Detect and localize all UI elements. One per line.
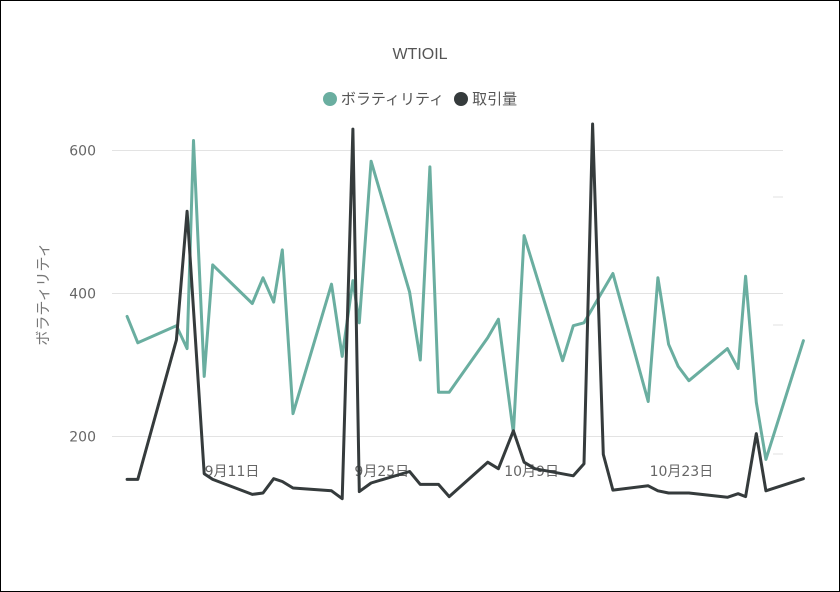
legend-label-volatility: ボラティリティ: [340, 90, 445, 108]
x-tick-label: 10月9日: [504, 464, 559, 480]
chart-title: WTIOIL: [392, 46, 448, 63]
x-tick-label: 9月25日: [354, 464, 409, 480]
legend-dot-volume: [454, 91, 469, 106]
legend-item-volume[interactable]: 取引量: [454, 88, 517, 109]
y-tick-label: 400: [69, 287, 96, 303]
legend-dot-volatility: [322, 91, 337, 106]
y-axis-label: ボラティリティ: [34, 242, 52, 345]
y-tick-label: 600: [69, 144, 96, 160]
series-line-volume: [125, 122, 805, 501]
series-line-volatility: [125, 139, 805, 461]
x-tick-label: 9月11日: [205, 464, 260, 480]
legend-item-volatility[interactable]: ボラティリティ: [322, 88, 445, 109]
chart-legend: ボラティリティ 取引量: [0, 88, 840, 109]
y-tick-label: 200: [69, 430, 96, 446]
x-tick-label: 10月23日: [650, 464, 714, 480]
legend-label-volume: 取引量: [472, 90, 518, 108]
